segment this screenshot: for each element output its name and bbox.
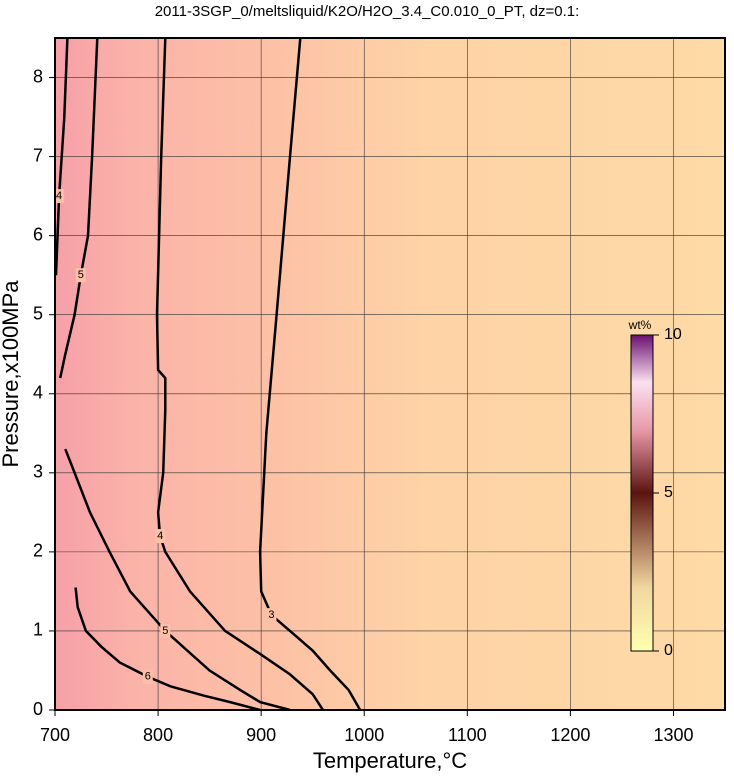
x-tick-label: 1200 <box>550 725 590 745</box>
contour-label-bg <box>266 608 277 623</box>
plot-background <box>55 38 725 710</box>
x-tick-label: 700 <box>40 725 70 745</box>
colorbar-tick-label: 5 <box>664 484 673 501</box>
contour-label-bg <box>155 529 166 544</box>
contour-label-bg <box>160 623 171 638</box>
y-tick-label: 6 <box>33 224 43 244</box>
y-tick-label: 0 <box>33 699 43 719</box>
y-tick-label: 3 <box>33 462 43 482</box>
contour-label: 4 <box>56 190 62 202</box>
y-tick-label: 7 <box>33 145 43 165</box>
x-tick-label: 1300 <box>653 725 693 745</box>
contour-line <box>155 38 325 710</box>
y-tick-label: 2 <box>33 541 43 561</box>
colorbar-tick-label: 0 <box>664 642 673 659</box>
y-tick-label: 1 <box>33 620 43 640</box>
contour-label: 6 <box>145 671 151 683</box>
colorbar-label: wt% <box>628 318 652 332</box>
contour-label-bg <box>75 268 86 283</box>
colorbar <box>630 334 654 652</box>
x-axis-label: Temperature,°C <box>313 748 467 773</box>
y-axis-label: Pressure,x100MPa <box>0 280 23 468</box>
x-tick-label: 800 <box>143 725 173 745</box>
contour-label: 4 <box>157 530 163 542</box>
x-tick-label: 900 <box>246 725 276 745</box>
y-tick-label: 8 <box>33 66 43 86</box>
contour-label-bg <box>142 669 153 684</box>
chart-title: 2011-3SGP_0/meltsliquid/K2O/H2O_3.4_C0.0… <box>155 3 580 20</box>
x-tick-label: 1000 <box>344 725 384 745</box>
contour-label: 5 <box>78 269 84 281</box>
plot-frame <box>54 37 726 711</box>
plot-area: 3 4 4 5 5 6 <box>55 38 725 710</box>
contour-line <box>55 38 69 276</box>
contour-label: 5 <box>162 625 168 637</box>
contour-line <box>74 587 261 710</box>
contour-label-bg <box>55 189 65 204</box>
contour-label: 3 <box>268 609 274 621</box>
contour-line <box>64 448 291 710</box>
y-tick-label: 4 <box>33 383 43 403</box>
x-tick-label: 1100 <box>448 725 487 745</box>
y-tick-label: 5 <box>33 303 43 323</box>
colorbar-tick-label: 10 <box>664 326 682 343</box>
contour-line <box>258 38 362 710</box>
